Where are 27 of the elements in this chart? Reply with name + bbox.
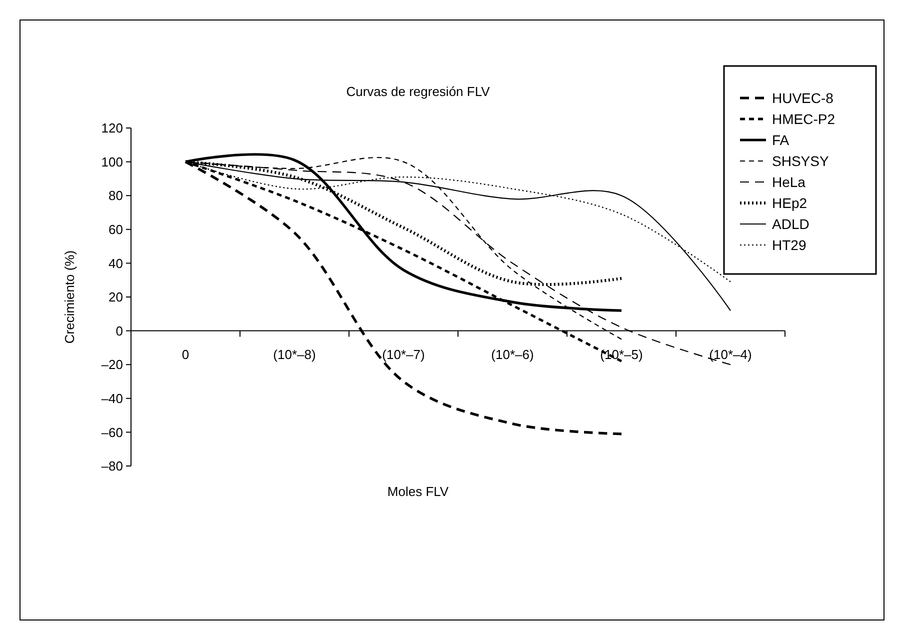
y-tick-label: 80 — [108, 188, 123, 204]
y-tick-label: 100 — [101, 154, 123, 170]
y-axis-title: Crecimiento (%) — [62, 250, 77, 344]
legend-label: SHSYSY — [772, 152, 830, 169]
legend-label: ADLD — [772, 216, 810, 232]
x-tick-label: (10*–7) — [382, 346, 425, 362]
y-tick-label: 60 — [108, 222, 123, 237]
legend-label: HEp2 — [772, 194, 808, 211]
y-tick-label: 0 — [116, 323, 123, 338]
legend-label: FA — [772, 132, 790, 148]
y-tick-label: 20 — [108, 290, 123, 305]
x-tick-label: (10*–8) — [273, 346, 316, 362]
y-tick-label: –60 — [101, 424, 123, 440]
x-tick-label: (10*–4) — [709, 346, 752, 362]
legend-label: HT29 — [772, 236, 806, 253]
legend-label: HUVEC-8 — [772, 90, 834, 106]
x-axis-title: Moles FLV — [387, 484, 449, 499]
legend-label: HeLa — [772, 174, 806, 190]
x-tick-label: (10*–6) — [491, 346, 534, 362]
y-tick-label: –20 — [101, 357, 123, 372]
y-tick-label: 40 — [108, 256, 123, 271]
x-tick-label: 0 — [182, 346, 190, 362]
y-tick-label: –40 — [101, 390, 123, 406]
y-tick-label: 120 — [101, 120, 123, 136]
y-tick-label: –80 — [101, 458, 123, 474]
legend-label: HMEC-P2 — [772, 110, 836, 127]
chart-title: Curvas de regresión FLV — [346, 84, 490, 99]
